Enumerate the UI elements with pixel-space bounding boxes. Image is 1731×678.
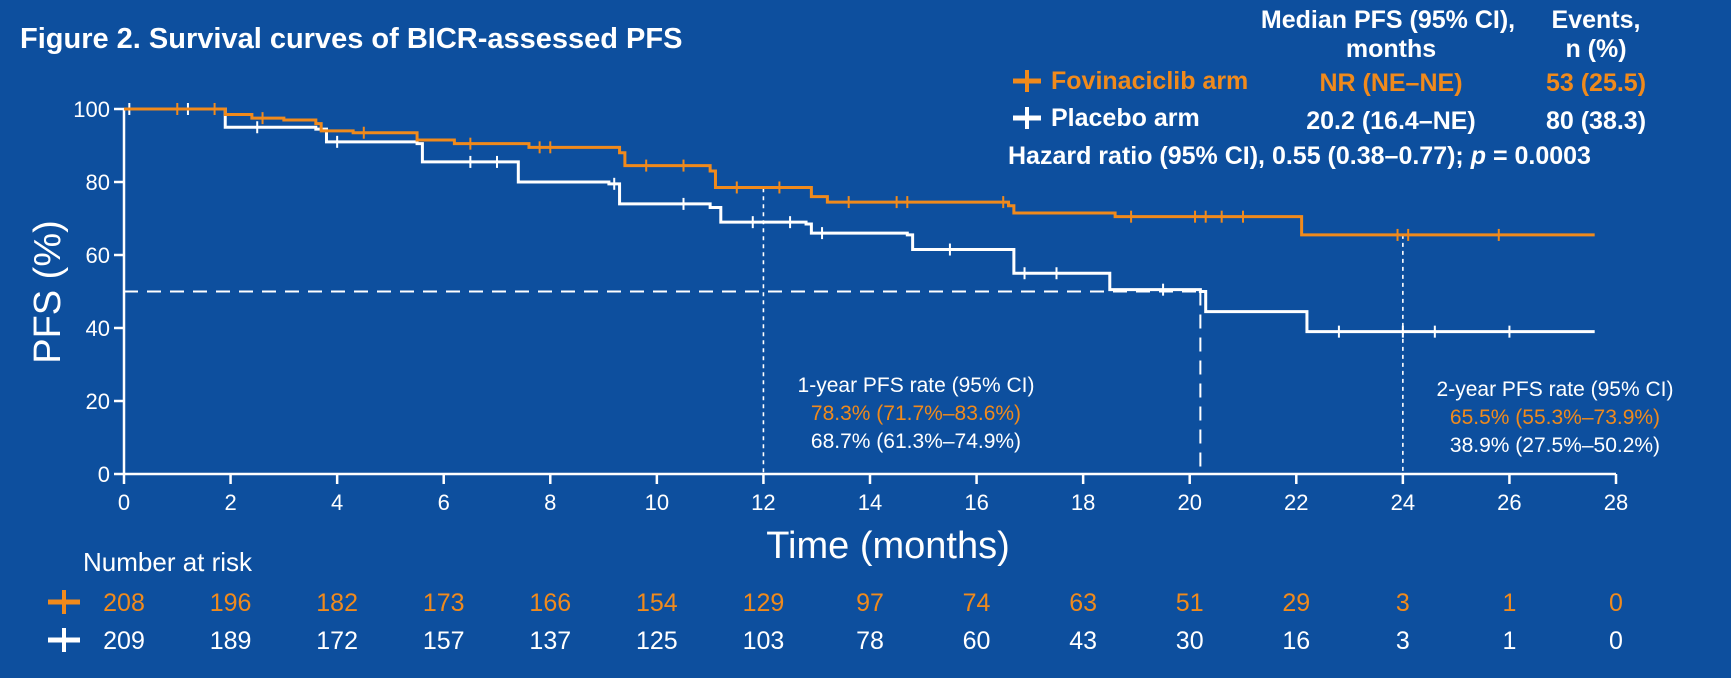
- risk-value-placebo: 43: [1069, 627, 1097, 655]
- annotation-1-year-placebo: 68.7% (61.3%–74.9%): [811, 430, 1021, 453]
- legend-fovinaciclib-label: Fovinaciclib arm: [1051, 67, 1248, 95]
- risk-value-fovinaciclib: 3: [1396, 589, 1410, 617]
- legend-placebo-label: Placebo arm: [1051, 104, 1200, 132]
- y-axis-title: PFS (%): [27, 220, 69, 364]
- risk-value-fovinaciclib: 166: [529, 589, 571, 617]
- x-tick-label: 24: [1391, 490, 1415, 515]
- legend-fovinaciclib-median: NR (NE–NE): [1319, 69, 1462, 97]
- risk-value-fovinaciclib: 29: [1282, 589, 1310, 617]
- risk-value-fovinaciclib: 1: [1502, 589, 1516, 617]
- x-tick-label: 6: [438, 490, 450, 515]
- risk-value-placebo: 209: [103, 627, 145, 655]
- x-tick-label: 8: [544, 490, 556, 515]
- risk-value-placebo: 30: [1176, 627, 1204, 655]
- legend-header-events-unit: n (%): [1565, 35, 1626, 63]
- x-tick-label: 10: [645, 490, 669, 515]
- risk-value-fovinaciclib: 0: [1609, 589, 1623, 617]
- hazard-ratio: Hazard ratio (95% CI), 0.55 (0.38–0.77);…: [1008, 142, 1591, 170]
- x-tick-label: 12: [751, 490, 775, 515]
- legend-header-median-unit: months: [1346, 35, 1436, 63]
- p-value: = 0.0003: [1493, 142, 1591, 170]
- annotation-1-year-fovinaciclib: 78.3% (71.7%–83.6%): [811, 402, 1021, 425]
- y-tick-label: 20: [86, 389, 110, 414]
- risk-value-placebo: 3: [1396, 627, 1410, 655]
- legend-placebo-marker: [1013, 107, 1041, 129]
- number-at-risk-title: Number at risk: [83, 547, 253, 577]
- risk-value-placebo: 125: [636, 627, 678, 655]
- risk-value-placebo: 16: [1282, 627, 1310, 655]
- y-tick-label: 80: [86, 170, 110, 195]
- risk-value-fovinaciclib: 182: [316, 589, 358, 617]
- series-line-placebo: [124, 107, 1595, 334]
- x-tick-label: 14: [858, 490, 882, 515]
- legend-header-events: Events,: [1552, 6, 1641, 34]
- risk-value-placebo: 172: [316, 627, 358, 655]
- risk-value-placebo: 103: [743, 627, 785, 655]
- risk-value-fovinaciclib: 129: [743, 589, 785, 617]
- x-tick-label: 20: [1177, 490, 1201, 515]
- legend-placebo: Placebo arm 20.2 (16.4–NE) 80 (38.3): [1013, 104, 1646, 135]
- x-axis-title: Time (months): [766, 525, 1010, 567]
- annotation-1-year-title: 1-year PFS rate (95% CI): [798, 374, 1035, 397]
- legend-fovinaciclib-marker: [1013, 70, 1041, 92]
- legend-header-median: Median PFS (95% CI),: [1261, 6, 1515, 34]
- risk-value-fovinaciclib: 51: [1176, 589, 1204, 617]
- risk-marker-placebo: [48, 628, 80, 652]
- x-tick-label: 28: [1604, 490, 1628, 515]
- risk-value-fovinaciclib: 196: [210, 589, 252, 617]
- series-line-fovinaciclib: [124, 107, 1595, 237]
- survival-curves: [124, 103, 1595, 338]
- y-tick-label: 100: [73, 97, 110, 122]
- legend-placebo-median: 20.2 (16.4–NE): [1306, 107, 1476, 135]
- x-tick-label: 16: [964, 490, 988, 515]
- risk-value-fovinaciclib: 208: [103, 589, 145, 617]
- risk-value-placebo: 189: [210, 627, 252, 655]
- p-symbol: p: [1470, 142, 1486, 170]
- risk-value-fovinaciclib: 74: [963, 589, 991, 617]
- risk-value-fovinaciclib: 63: [1069, 589, 1097, 617]
- y-tick-label: 0: [98, 462, 110, 487]
- number-at-risk-table: 208 196 182 173 166 154 129 97 74 63 51 29 3 1 0 209 189…: [103, 589, 1623, 655]
- reference-lines: [124, 188, 1404, 474]
- legend-fovinaciclib-events: 53 (25.5): [1546, 69, 1646, 97]
- risk-value-fovinaciclib: 173: [423, 589, 465, 617]
- legend-placebo-events: 80 (38.3): [1546, 107, 1646, 135]
- risk-value-placebo: 1: [1502, 627, 1516, 655]
- annotation-2-year-placebo: 38.9% (27.5%–50.2%): [1450, 434, 1660, 457]
- x-tick-label: 2: [224, 490, 236, 515]
- x-tick-label: 22: [1284, 490, 1308, 515]
- risk-value-placebo: 137: [529, 627, 571, 655]
- chart-title: Figure 2. Survival curves of BICR-assess…: [20, 23, 682, 55]
- hazard-ratio-label: Hazard ratio (95% CI), 0.55 (0.38–0.77);: [1008, 142, 1464, 170]
- risk-value-placebo: 60: [963, 627, 991, 655]
- y-tick-label: 40: [86, 316, 110, 341]
- annotation-2-year-fovinaciclib: 65.5% (55.3%–73.9%): [1450, 406, 1660, 429]
- y-axis: 0 20 40 60 80 100: [73, 97, 126, 487]
- risk-value-placebo: 78: [856, 627, 884, 655]
- risk-marker-fovinaciclib: [48, 590, 80, 614]
- x-tick-label: 26: [1497, 490, 1521, 515]
- x-tick-label: 4: [331, 490, 343, 515]
- x-tick-label: 0: [118, 490, 130, 515]
- x-axis: 0 2 4 6 8 10 12 14 16 18 20 22 24 26 28: [118, 472, 1628, 515]
- annotation-2-year: 2-year PFS rate (95% CI) 65.5% (55.3%–73…: [1437, 378, 1674, 457]
- x-tick-label: 18: [1071, 490, 1095, 515]
- risk-value-fovinaciclib: 97: [856, 589, 884, 617]
- risk-value-placebo: 157: [423, 627, 465, 655]
- risk-value-placebo: 0: [1609, 627, 1623, 655]
- annotation-1-year: 1-year PFS rate (95% CI) 78.3% (71.7%–83…: [798, 374, 1035, 453]
- y-tick-label: 60: [86, 243, 110, 268]
- legend-fovinaciclib: Fovinaciclib arm NR (NE–NE) 53 (25.5): [1013, 67, 1646, 97]
- risk-value-fovinaciclib: 154: [636, 589, 678, 617]
- annotation-2-year-title: 2-year PFS rate (95% CI): [1437, 378, 1674, 401]
